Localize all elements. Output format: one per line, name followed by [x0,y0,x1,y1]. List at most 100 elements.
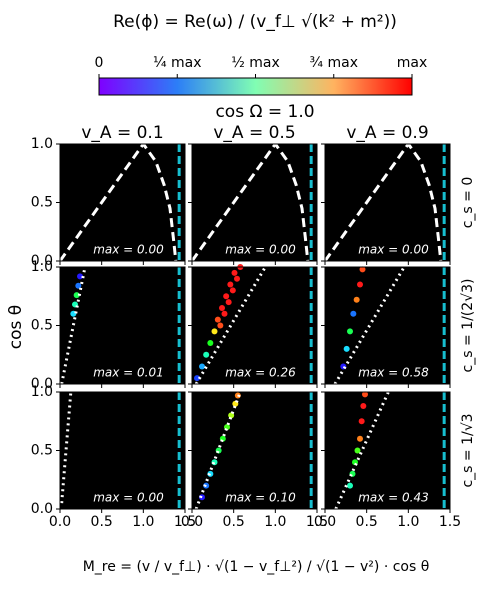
panel: max = 0.58 [321,266,451,388]
curve [194,266,267,385]
annotation: max = 0.01 [93,366,164,380]
point [214,316,221,323]
point [221,310,228,317]
panel-frame [59,266,186,385]
point [227,281,234,288]
panel-background [192,267,317,384]
x-tick-label: 1.0 [397,514,419,530]
y-tick-label: 0.0 [31,501,53,517]
annotation: max = 0.26 [225,366,296,380]
y-tick-label: 0.5 [31,443,53,459]
panel-frame [59,143,186,262]
colorbar-tick-label: ½ max [231,55,280,71]
point [211,328,218,335]
point [194,375,200,382]
curve [333,266,406,385]
point [231,269,238,276]
row-title: c_s = 1/√3 [460,413,476,487]
column-title: v_A = 0.9 [346,123,428,143]
curve [58,141,178,262]
x-tick-label: 0.0 [181,514,203,530]
annotation: max = 0.58 [358,366,429,380]
point [234,275,240,282]
panel-background [325,144,450,261]
point [359,266,366,273]
y-label: cos θ [6,305,26,349]
curve [60,266,87,385]
y-tick-label: 1.0 [31,384,53,400]
x-tick-label: 0.0 [49,514,71,530]
x-tick-label: 0.5 [91,514,113,530]
point [229,287,236,294]
panel-frame [191,266,318,385]
column-title: v_A = 0.1 [81,123,163,143]
curve [60,391,73,504]
panel: 0.0 0.5 1.0 1.5 max = 0.10 [181,391,328,530]
panel-background [192,144,317,261]
y-tick-label: 0.5 [31,318,53,334]
point [357,281,363,288]
panel: max = 0.00 [188,141,318,265]
x-tick-label: 1.0 [132,514,154,530]
point [203,351,210,358]
curve [190,141,310,262]
colorbar-tick-label: ¾ max [309,55,358,71]
panel: 0.0 0.5 1.0 0.0 0.5 1.0 1.5 max = 0.00 [31,384,196,530]
annotation: max = 0.00 [93,491,164,505]
panel: max = 0.26 [188,264,318,388]
curve [323,141,443,262]
point [217,322,224,329]
x-tick-label: 1.5 [174,514,196,530]
panel: 0.0 0.5 1.0 max = 0.01 [31,259,186,392]
point [362,391,368,398]
colorbar-tick-label: max [397,55,428,71]
point [350,310,357,317]
x-tick-label: 1.0 [264,514,286,530]
x-tick-label: 0.0 [314,514,336,530]
y-tick-label: 0.0 [31,376,53,392]
annotation: max = 0.00 [93,243,164,257]
y-tick-label: 1.0 [31,259,53,275]
annotation: max = 0.43 [358,491,429,505]
x-tick-label: 1.5 [439,514,461,530]
point [223,293,230,300]
point [199,363,205,370]
point [207,340,214,347]
panel-frame [324,391,451,510]
annotation: max = 0.00 [358,243,429,257]
row-title: c_s = 0 [460,177,476,229]
point [219,304,225,311]
point [225,299,232,306]
colorbar [98,77,413,96]
annotation: max = 0.00 [225,243,296,257]
point [360,403,367,410]
panel-background [60,392,185,509]
point [75,282,82,289]
x-tick-label: 1.5 [306,514,328,530]
subtitle: cos Ω = 1.0 [215,102,314,122]
y-tick-label: 1.0 [31,136,53,152]
panel-frame [59,391,186,510]
colorbar-tick-label: ¼ max [153,55,202,71]
annotation: max = 0.10 [225,491,296,505]
point [77,273,83,280]
panel: max = 0.00 [321,141,451,265]
point [347,482,353,489]
panel-background [325,267,450,384]
point [357,435,363,442]
y-tick-label: 0.0 [31,253,53,269]
x-tick-label: 0.5 [223,514,245,530]
panel: 0.0 0.5 1.0 1.5 max = 0.43 [314,391,461,530]
x-label: M_re = (v / v_f⊥) · √(1 − v_f⊥²) / √(1 −… [83,559,430,575]
y-tick-label: 0.5 [31,195,53,211]
point [347,328,353,335]
title: Re(ϕ) = Re(ω) / (v_f⊥ √(k² + m²)) [113,12,397,32]
panel-background [60,144,185,261]
x-tick-label: 0.5 [356,514,378,530]
panel-frame [324,266,451,385]
column-title: v_A = 0.5 [213,123,295,143]
panel: 0.0 0.5 1.0 max = 0.00 [31,136,186,269]
point [353,296,360,303]
point [358,418,365,425]
